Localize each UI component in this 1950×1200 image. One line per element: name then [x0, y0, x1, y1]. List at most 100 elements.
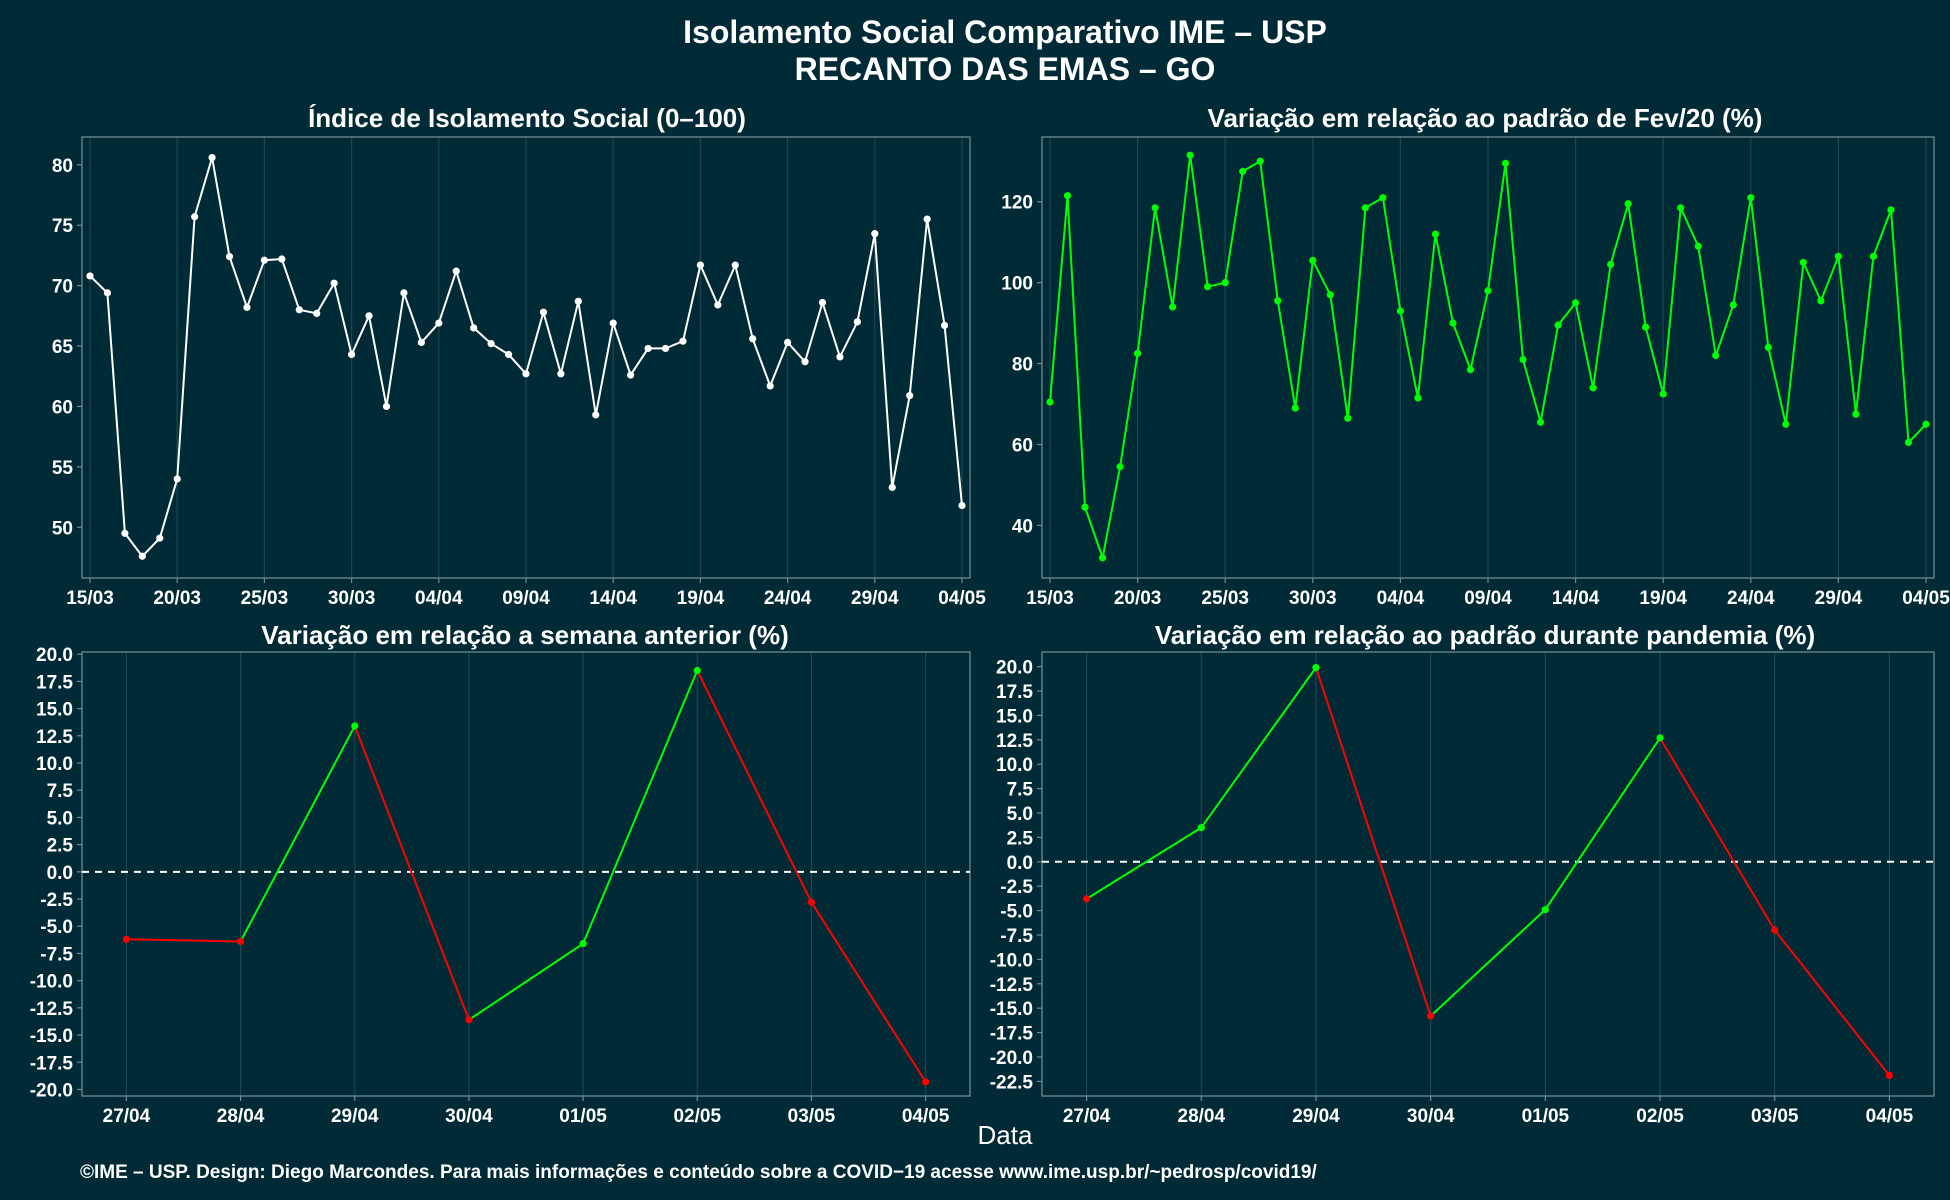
- data-point: [958, 501, 966, 510]
- data-point: [1312, 664, 1320, 672]
- data-point: [1466, 366, 1475, 374]
- series-segment: [1544, 737, 1661, 911]
- data-point: [1694, 242, 1702, 250]
- y-tick-label: -17.5: [30, 1053, 74, 1074]
- data-point: [504, 350, 513, 359]
- data-point: [156, 534, 164, 542]
- data-point: [1817, 297, 1825, 305]
- data-point: [1361, 204, 1369, 212]
- x-tick-label: 01/05: [1522, 1106, 1570, 1127]
- y-tick-label: 15.0: [996, 706, 1033, 727]
- y-tick-label: 12.5: [36, 727, 73, 748]
- data-point: [1221, 279, 1229, 287]
- x-tick-label: 30/03: [328, 588, 376, 609]
- data-point: [1239, 167, 1247, 175]
- data-point: [1501, 159, 1510, 167]
- x-tick-label: 02/05: [1636, 1106, 1684, 1127]
- data-point: [1431, 230, 1440, 238]
- data-point: [609, 319, 617, 327]
- x-tick-label: 20/03: [1114, 588, 1162, 609]
- x-tick-label: 29/04: [1292, 1106, 1340, 1127]
- data-point: [1274, 297, 1282, 305]
- data-point: [243, 303, 251, 311]
- x-tick-label: 15/03: [1026, 588, 1074, 609]
- data-point: [1572, 299, 1580, 307]
- y-tick-label: -5.0: [1000, 902, 1033, 923]
- data-point: [1607, 260, 1615, 269]
- x-tick-label: 14/04: [589, 588, 637, 609]
- data-point: [784, 338, 792, 346]
- y-tick-label: 17.5: [36, 672, 73, 693]
- y-tick-label: 0.0: [1007, 853, 1033, 874]
- data-point: [1712, 351, 1720, 360]
- x-tick-label: 25/03: [1201, 588, 1249, 609]
- data-point: [1729, 301, 1737, 309]
- data-point: [465, 1016, 473, 1024]
- figure-title-line1: Isolamento Social Comparativo IME – USP: [683, 14, 1327, 50]
- data-point: [1656, 734, 1664, 742]
- x-tick-label: 20/03: [153, 588, 201, 609]
- x-tick-label: 29/04: [1815, 588, 1863, 609]
- y-tick-label: 0.0: [47, 863, 73, 884]
- data-point: [888, 483, 896, 491]
- data-point: [1326, 291, 1334, 299]
- data-point: [1449, 319, 1457, 327]
- panel-border: [1041, 651, 1935, 1097]
- series-segment: [1315, 667, 1432, 1017]
- data-point: [1414, 394, 1422, 402]
- x-tick-label: 04/05: [1902, 588, 1950, 609]
- data-point: [1379, 194, 1387, 202]
- data-point: [86, 272, 94, 280]
- x-tick-label: 19/04: [1639, 588, 1687, 609]
- data-point: [818, 298, 827, 307]
- data-point: [627, 371, 635, 379]
- data-point: [208, 153, 216, 162]
- y-tick-label: 55: [52, 458, 74, 479]
- data-point: [749, 335, 757, 343]
- data-point: [807, 898, 816, 906]
- data-point: [236, 937, 245, 946]
- data-point: [278, 255, 286, 263]
- y-tick-label: 10.0: [996, 755, 1033, 776]
- data-point: [191, 213, 199, 221]
- y-tick-label: 12.5: [996, 731, 1033, 752]
- series-segment: [353, 725, 470, 1021]
- y-tick-label: -12.5: [30, 999, 74, 1020]
- panel-border: [81, 651, 971, 1097]
- y-tick-label: 7.5: [47, 781, 74, 802]
- data-point: [400, 289, 408, 297]
- y-tick-label: 80: [1012, 355, 1033, 376]
- y-tick-label: 20.0: [36, 645, 73, 666]
- y-tick-label: 80: [52, 156, 73, 177]
- data-point: [103, 289, 112, 297]
- y-tick-label: 2.5: [1007, 828, 1034, 849]
- series-segment: [810, 901, 927, 1083]
- data-point: [853, 318, 861, 326]
- data-point: [801, 358, 809, 366]
- series-segment: [582, 670, 699, 945]
- data-point: [714, 301, 722, 309]
- data-point: [557, 370, 565, 378]
- data-point: [574, 297, 582, 305]
- panel-fev20: 40 60 80 100 120 15/03 20/03 25/03 30/03 04/04 09/…: [1001, 136, 1950, 609]
- data-point: [1764, 343, 1772, 351]
- data-point: [1885, 1071, 1893, 1080]
- x-tick-label: 14/04: [1552, 588, 1600, 609]
- y-tick-label: 17.5: [996, 682, 1033, 703]
- x-tick-label: 30/04: [445, 1106, 493, 1127]
- y-tick-label: 5.0: [47, 808, 73, 829]
- data-point: [351, 722, 359, 730]
- y-tick-label: 2.5: [47, 836, 74, 857]
- data-point: [1852, 410, 1860, 418]
- y-tick-label: 50: [52, 518, 73, 539]
- data-point: [1204, 283, 1212, 291]
- figure-title-line2: RECANTO DAS EMAS – GO: [795, 51, 1216, 87]
- data-point: [1799, 258, 1807, 267]
- data-point: [1834, 252, 1842, 260]
- y-tick-label: 7.5: [1007, 780, 1034, 801]
- data-point: [592, 411, 600, 419]
- data-point: [1554, 321, 1562, 329]
- y-tick-label: -12.5: [990, 975, 1034, 996]
- y-tick-label: -7.5: [40, 944, 73, 965]
